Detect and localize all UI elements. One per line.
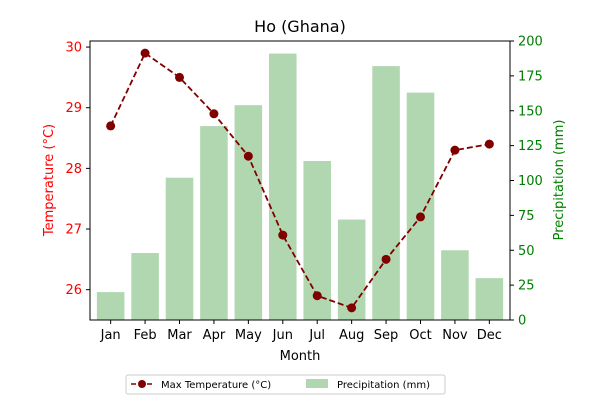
temperature-point-may [243, 151, 253, 161]
precipitation-bar-dec [475, 278, 504, 320]
y-right-tick-label: 125 [518, 139, 543, 154]
y-right-tick-label: 25 [518, 279, 535, 294]
y-right-tick-label: 200 [518, 35, 543, 50]
y-right-tick-label: 150 [518, 104, 543, 119]
y-left-tick-label: 27 [65, 223, 82, 238]
precipitation-bar-jan [96, 292, 125, 320]
x-tick-label-jul: Jul [308, 328, 325, 343]
chart-title: Ho (Ghana) [254, 17, 346, 36]
y-axis-right: 0 25 50 75 100 125 150 175 200 [510, 35, 543, 329]
x-tick-label-feb: Feb [134, 328, 157, 343]
precipitation-bar-may [234, 105, 263, 320]
temperature-point-oct [415, 212, 425, 222]
y-right-tick-label: 175 [518, 69, 543, 84]
legend: Max Temperature (°C) Precipitation (mm) [125, 374, 446, 395]
y-right-tick-label: 75 [518, 209, 535, 224]
x-axis: Jan Feb Mar Apr May Jun Jul Aug Sep Oct Nov Dec [100, 320, 502, 343]
x-tick-label-may: May [235, 328, 262, 343]
x-tick-label-dec: Dec [477, 328, 502, 343]
x-axis-title: Month [280, 349, 321, 364]
x-tick-label-sep: Sep [374, 328, 399, 343]
precipitation-bar-apr [200, 126, 228, 320]
temperature-line [106, 48, 494, 313]
temperature-point-dec [484, 139, 494, 149]
legend-label-temperature: Max Temperature (°C) [161, 380, 271, 391]
x-tick-label-nov: Nov [442, 328, 468, 343]
y-left-tick-label: 28 [65, 162, 82, 177]
temperature-point-jun [278, 230, 288, 240]
precipitation-bar-aug [337, 219, 366, 320]
legend-bar-swatch [306, 379, 328, 388]
legend-line-marker [138, 380, 146, 388]
precipitation-bar-jun [269, 53, 297, 321]
temperature-point-apr [209, 109, 219, 119]
temperature-point-jul [312, 291, 322, 301]
x-tick-label-mar: Mar [167, 328, 192, 343]
y-left-tick-label: 30 [65, 41, 82, 56]
y-left-tick-label: 29 [65, 101, 82, 116]
y-left-tick-label: 26 [65, 283, 82, 298]
y-axis-right-title: Precipitation (mm) [552, 120, 567, 241]
y-right-tick-label: 0 [518, 314, 526, 329]
y-axis-left: 26 27 28 29 30 [65, 41, 90, 298]
temperature-point-aug [347, 303, 357, 313]
x-tick-label-aug: Aug [339, 328, 364, 343]
y-right-tick-label: 100 [518, 174, 543, 189]
temperature-point-feb [140, 48, 150, 58]
x-tick-label-jan: Jan [100, 328, 121, 343]
y-right-tick-label: 50 [518, 244, 535, 259]
temperature-point-sep [381, 254, 391, 264]
precipitation-bars [96, 53, 504, 321]
precipitation-bar-sep [372, 66, 400, 320]
temperature-point-mar [175, 72, 185, 82]
legend-box [125, 374, 446, 395]
x-tick-label-apr: Apr [203, 328, 226, 343]
temperature-point-jan [106, 121, 116, 131]
precipitation-bar-nov [441, 250, 469, 320]
y-axis-left-title: Temperature (°C) [42, 124, 57, 237]
precipitation-bar-oct [406, 92, 435, 321]
temperature-point-nov [450, 145, 460, 155]
x-tick-label-oct: Oct [409, 328, 431, 343]
x-tick-label-jun: Jun [272, 328, 293, 343]
precipitation-bar-mar [165, 177, 194, 320]
precipitation-bar-feb [131, 253, 159, 320]
legend-label-precipitation: Precipitation (mm) [337, 380, 430, 391]
